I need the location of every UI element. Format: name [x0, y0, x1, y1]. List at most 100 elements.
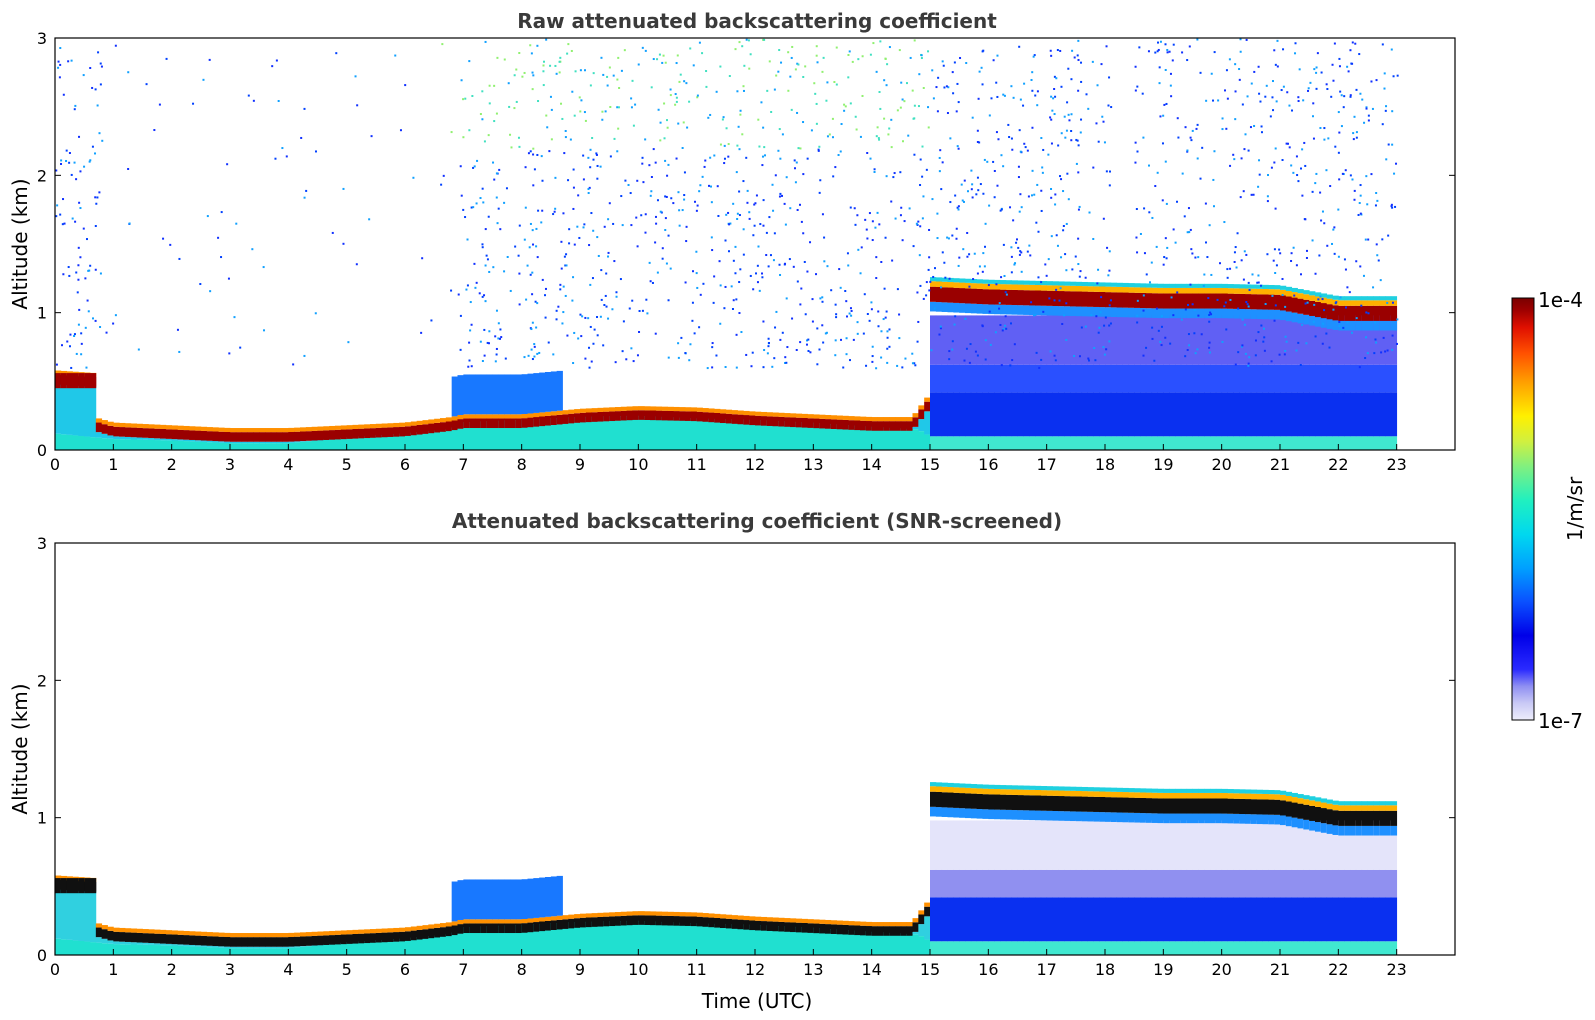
heatmap-cell: [148, 933, 155, 944]
heatmap-cell: [800, 287, 803, 290]
heatmap-cell: [901, 98, 904, 101]
heatmap-cell: [830, 928, 838, 955]
heatmap-cell: [644, 213, 647, 216]
heatmap-cell: [807, 418, 814, 428]
heatmap-cell: [1134, 897, 1141, 942]
heatmap-cell: [994, 789, 1001, 795]
heatmap-cell: [1186, 315, 1193, 365]
heatmap-cell: [95, 923, 103, 928]
heatmap-cell: [849, 102, 852, 105]
heatmap-cell: [766, 921, 773, 931]
heatmap-cell: [1305, 249, 1308, 252]
heatmap-cell: [949, 201, 952, 204]
heatmap-cell: [762, 199, 765, 202]
heatmap-cell: [860, 931, 867, 955]
heatmap-cell: [743, 924, 750, 955]
heatmap-cell: [1379, 305, 1386, 321]
heatmap-cell: [259, 443, 266, 450]
heatmap-cell: [609, 411, 616, 422]
heatmap-cell: [584, 119, 587, 122]
heatmap-cell: [183, 441, 190, 450]
heatmap-cell: [1110, 282, 1118, 287]
heatmap-cell: [311, 945, 318, 955]
heatmap-cell: [1262, 869, 1269, 898]
heatmap-cell: [251, 248, 254, 251]
heatmap-cell: [1344, 364, 1351, 393]
heatmap-cell: [860, 925, 867, 936]
heatmap-cell: [1116, 282, 1123, 287]
heatmap-cell: [988, 794, 995, 810]
heatmap-cell: [941, 277, 948, 282]
heatmap-cell: [218, 947, 225, 955]
heatmap-cell: [282, 428, 289, 433]
heatmap-cell: [1054, 95, 1057, 98]
heatmap-cell: [1292, 246, 1295, 249]
heatmap-cell: [1108, 340, 1111, 343]
heatmap-cell: [80, 353, 83, 356]
x-tick-label: 21: [1270, 960, 1290, 979]
heatmap-cell: [504, 414, 511, 419]
heatmap-cell: [1116, 941, 1123, 955]
heatmap-cell: [615, 921, 622, 955]
heatmap-cell: [1011, 289, 1018, 306]
heatmap-cell: [1364, 238, 1367, 241]
heatmap-cell: [1000, 284, 1007, 290]
heatmap-cell: [947, 869, 954, 898]
heatmap-cell: [1040, 897, 1048, 942]
heatmap-cell: [253, 946, 260, 949]
heatmap-cell: [1169, 788, 1176, 793]
heatmap-cell: [405, 931, 412, 941]
heatmap-cell: [410, 421, 418, 426]
heatmap-cell: [596, 334, 599, 337]
heatmap-cell: [1297, 794, 1304, 799]
heatmap-cell: [1285, 816, 1293, 827]
heatmap-cell: [1250, 284, 1258, 289]
heatmap-cell: [591, 412, 598, 422]
heatmap-cell: [599, 315, 602, 318]
heatmap-cell: [1103, 353, 1106, 356]
heatmap-cell: [1309, 315, 1316, 365]
heatmap-cell: [591, 277, 594, 280]
heatmap-cell: [1000, 364, 1007, 393]
heatmap-cell: [1128, 941, 1135, 955]
heatmap-cell: [1303, 804, 1310, 820]
heatmap-cell: [107, 425, 114, 436]
heatmap-cell: [154, 424, 161, 429]
heatmap-cell: [1058, 820, 1065, 870]
heatmap-cell: [648, 164, 651, 167]
heatmap-cell: [988, 283, 995, 290]
heatmap-cell: [1026, 149, 1029, 152]
heatmap-cell: [932, 97, 935, 100]
heatmap-cell: [655, 410, 663, 421]
heatmap-cell: [1262, 364, 1269, 393]
heatmap-cell: [743, 419, 750, 450]
heatmap-cell: [1052, 97, 1055, 100]
heatmap-cell: [504, 418, 511, 429]
heatmap-cell: [943, 261, 946, 264]
heatmap-cell: [889, 427, 896, 450]
heatmap-cell: [80, 342, 83, 345]
heatmap-cell: [889, 932, 896, 955]
heatmap-cell: [1145, 273, 1148, 276]
heatmap-cell: [817, 148, 820, 151]
heatmap-cell: [1262, 340, 1265, 343]
heatmap-cell: [1018, 210, 1021, 213]
heatmap-cell: [1005, 280, 1013, 285]
heatmap-cell: [1312, 137, 1315, 140]
heatmap-cell: [1375, 79, 1378, 82]
heatmap-cell: [539, 372, 546, 413]
heatmap-cell: [1385, 392, 1392, 437]
x-tick-label: 14: [861, 960, 881, 979]
heatmap-cell: [1315, 897, 1322, 942]
heatmap-cell: [470, 323, 473, 326]
heatmap-cell: [497, 207, 500, 210]
heatmap-cell: [871, 421, 878, 431]
x-tick-label: 4: [283, 455, 293, 474]
heatmap-cell: [1274, 820, 1281, 870]
heatmap-cell: [1312, 102, 1315, 105]
heatmap-cell: [1280, 897, 1287, 942]
heatmap-cell: [921, 145, 924, 148]
heatmap-cell: [953, 792, 960, 808]
heatmap-cell: [1116, 364, 1123, 393]
heatmap-cell: [813, 923, 820, 934]
